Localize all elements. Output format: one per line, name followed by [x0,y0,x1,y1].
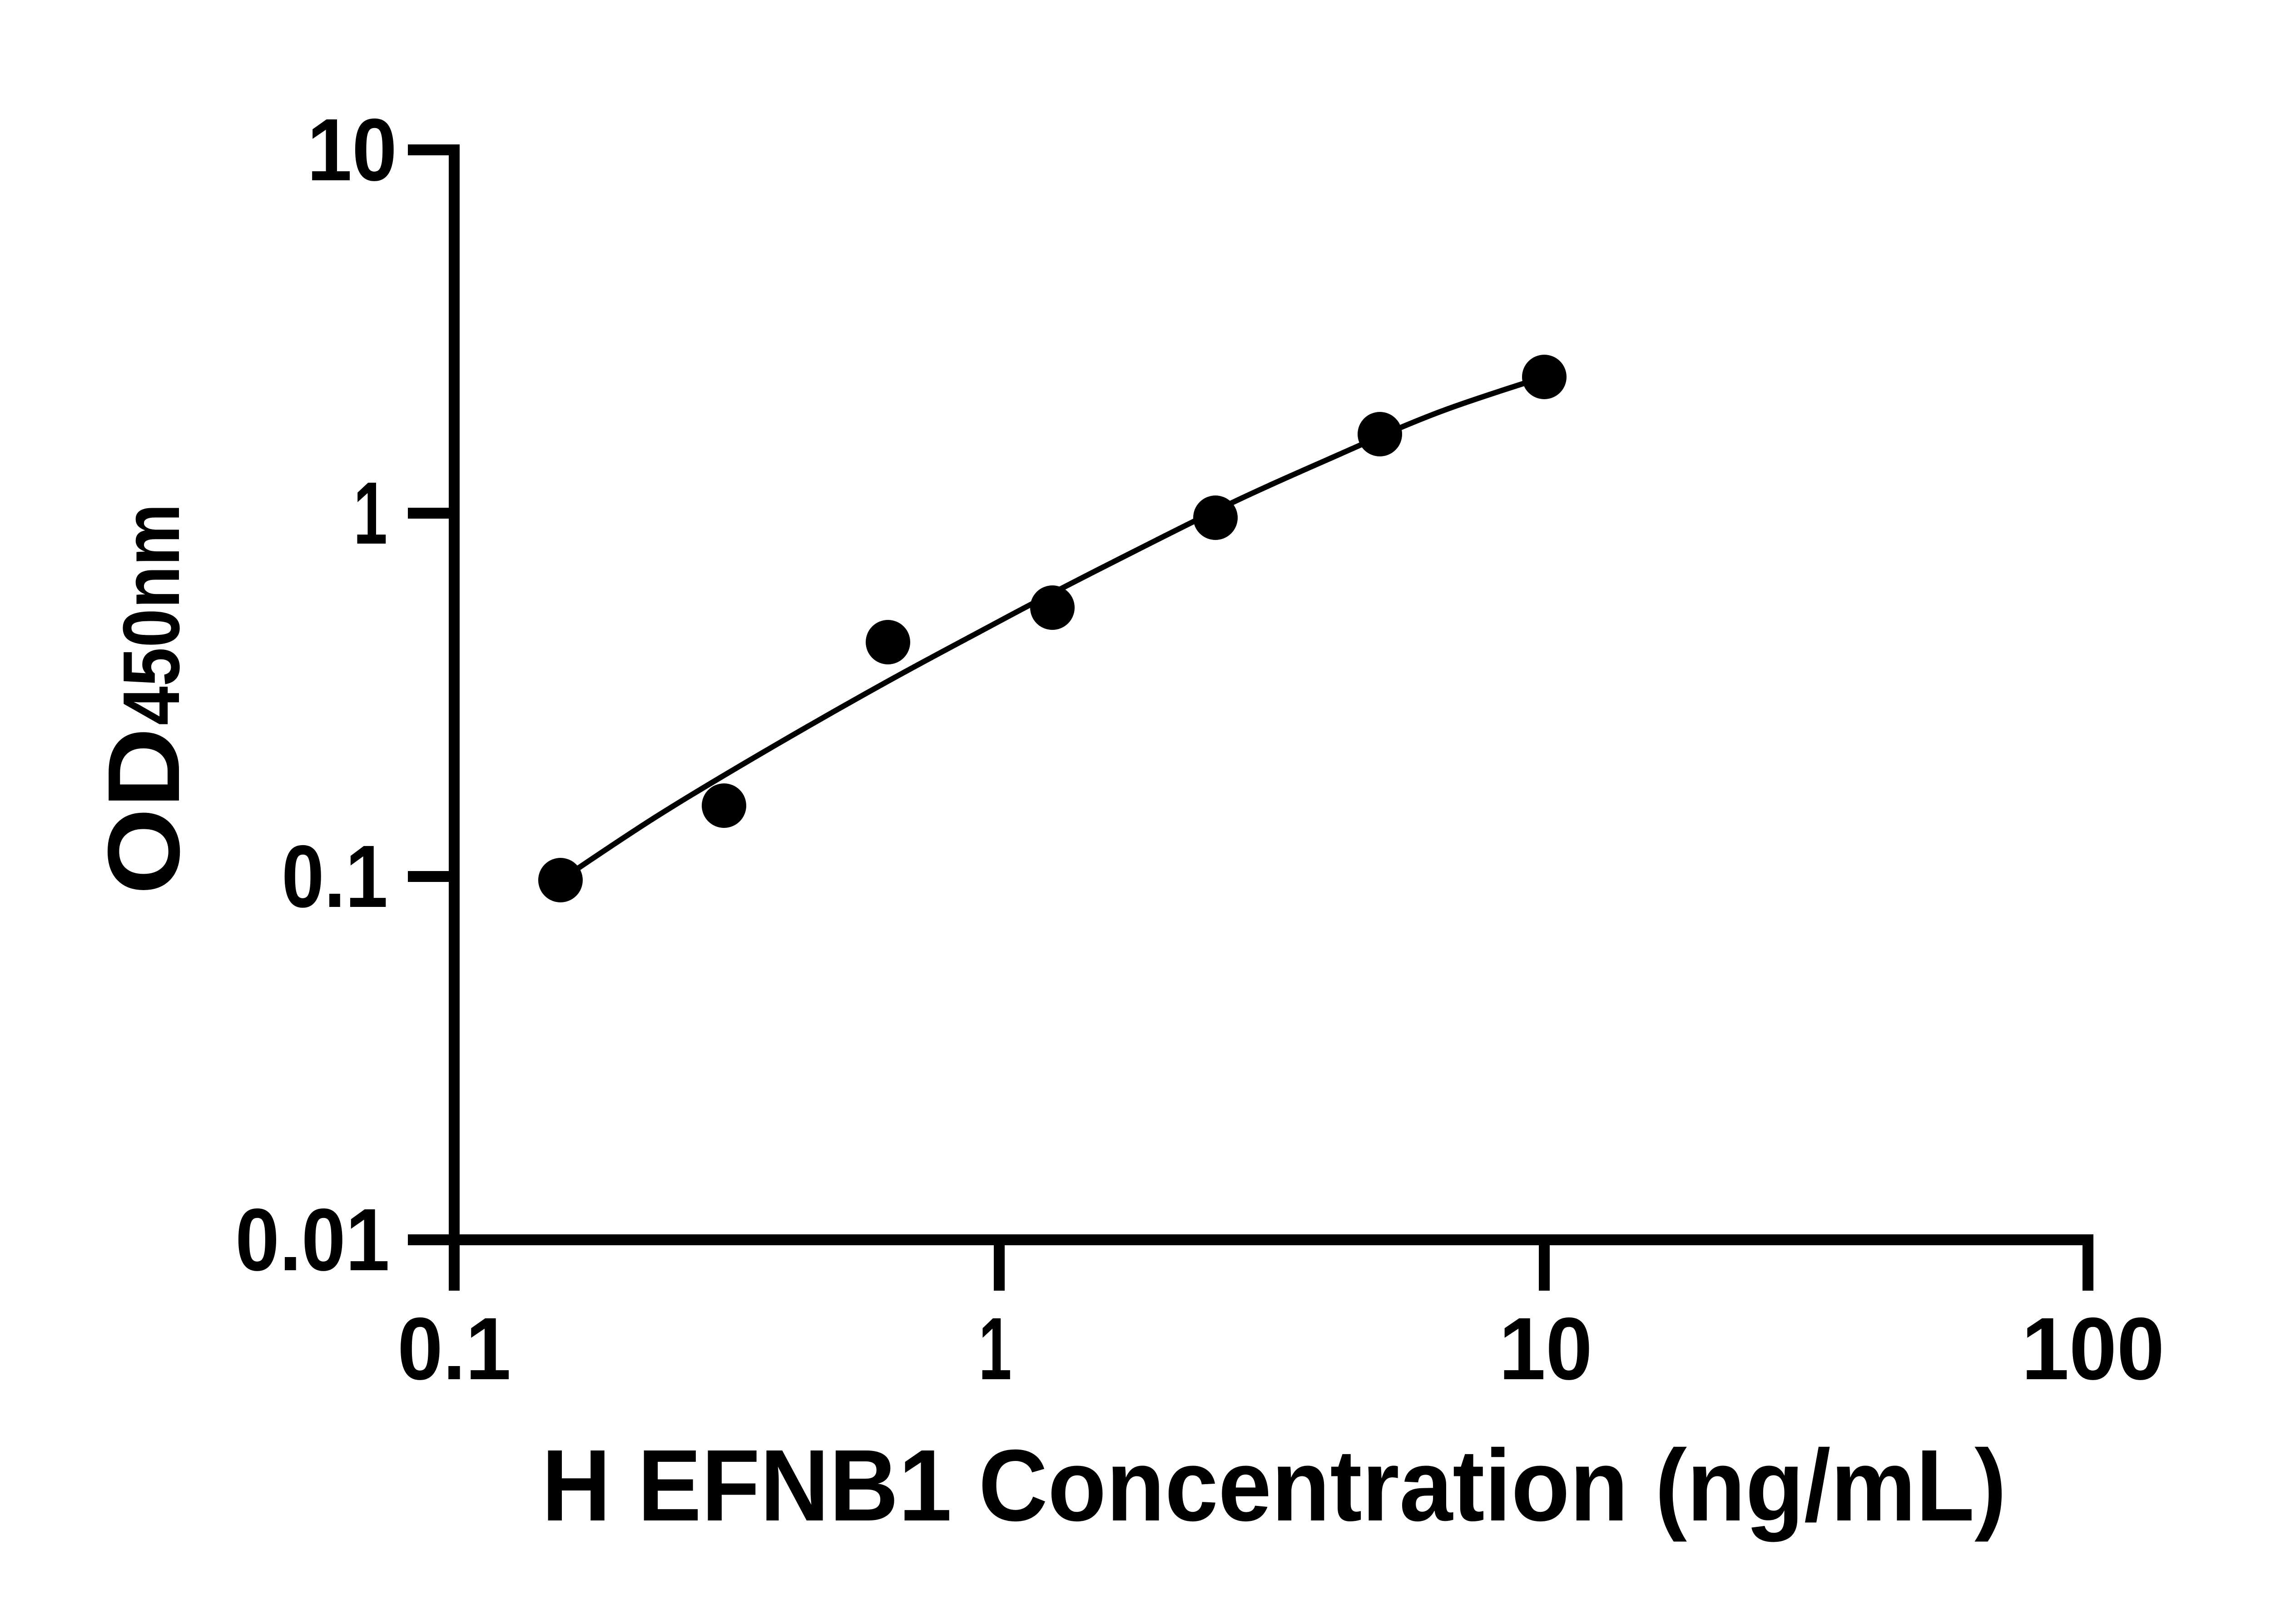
svg-text:0.1: 0.1 [397,1299,511,1398]
svg-text:450nm: 450nm [106,504,196,725]
svg-text:1: 1 [979,1299,1012,1398]
svg-text:0.01: 0.01 [235,1190,390,1289]
svg-text:H EFNB1 Concentration (ng/mL): H EFNB1 Concentration (ng/mL) [542,1429,2007,1542]
svg-text:100: 100 [2022,1299,2165,1398]
svg-text:1: 1 [353,464,387,563]
svg-text:10: 10 [1499,1299,1592,1398]
svg-text:10: 10 [307,100,397,199]
svg-text:OD: OD [86,728,201,895]
svg-text:0.1: 0.1 [282,827,388,926]
